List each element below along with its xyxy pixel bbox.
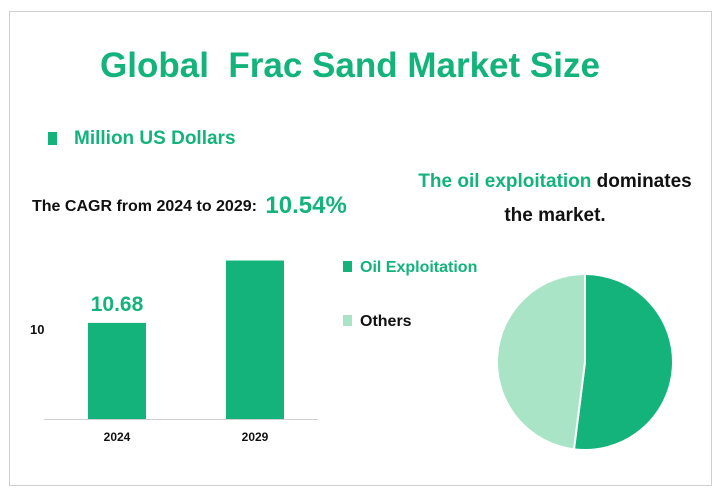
legend-label-others: Others	[360, 313, 412, 330]
bar-2029	[226, 260, 284, 419]
pie-caption: The oil exploitation dominates the marke…	[395, 165, 715, 233]
cagr-statement: The CAGR from 2024 to 2029: 10.54%	[32, 192, 347, 220]
pie-caption-rest: dominates	[591, 171, 692, 192]
infographic-frame	[9, 11, 712, 486]
pie-caption-highlight: The oil exploitation	[418, 171, 592, 192]
x-tick-label: 2029	[242, 430, 269, 444]
y-tick-label: 10	[30, 322, 44, 337]
legend-swatch-others	[343, 315, 352, 326]
unit-swatch	[48, 132, 57, 145]
cagr-text: The CAGR from 2024 to 2029:	[32, 198, 257, 215]
pie-slice-oil-exploitation	[572, 272, 674, 451]
pie-caption-line2: the market.	[504, 205, 606, 226]
cagr-value: 10.54%	[265, 192, 347, 219]
pie-slice-others	[496, 272, 586, 451]
pie-chart	[496, 272, 674, 451]
bar-data-label: 10.68	[91, 293, 144, 316]
bar-chart: 10 2024 10.68 2029	[30, 260, 318, 444]
unit-legend: Million US Dollars	[48, 128, 236, 150]
page-title: Global Frac Sand Market Size	[100, 46, 600, 85]
x-tick-label: 2024	[104, 430, 131, 444]
legend-item-others: Others	[343, 313, 412, 331]
legend-item-oil-exploitation: Oil Exploitation	[343, 259, 477, 277]
unit-label: Million US Dollars	[74, 128, 236, 149]
legend-swatch-oil	[343, 261, 352, 272]
legend-label-oil: Oil Exploitation	[360, 259, 478, 276]
bar-2024	[88, 322, 146, 419]
